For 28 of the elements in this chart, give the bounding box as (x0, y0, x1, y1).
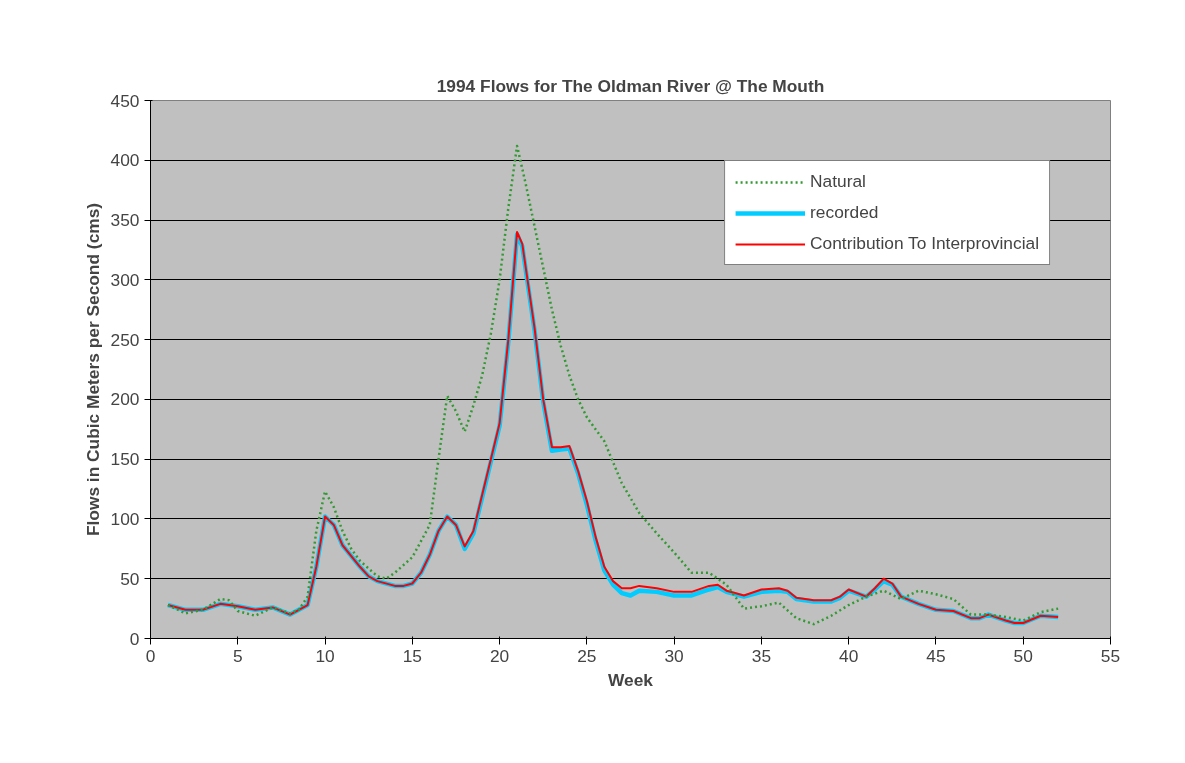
legend-label: Natural (810, 171, 866, 192)
x-axis-title: Week (608, 669, 654, 690)
y-tick-label: 150 (110, 449, 140, 470)
x-tick-label: 10 (315, 645, 335, 666)
x-tick-label: 15 (402, 645, 422, 666)
y-tick-label: 300 (110, 269, 140, 290)
y-tick-label: 100 (110, 508, 140, 529)
y-tick-label: 350 (110, 210, 140, 231)
x-tick-label: 5 (232, 645, 243, 666)
y-tick-label: 50 (120, 568, 140, 589)
x-tick-label: 45 (926, 645, 946, 666)
x-tick-label: 40 (839, 645, 859, 666)
x-tick-label: 0 (145, 645, 156, 666)
y-tick-label: 200 (110, 389, 140, 410)
legend-label: Contribution To Interprovincial (810, 233, 1039, 254)
y-tick-label: 400 (110, 150, 140, 171)
x-tick-label: 30 (664, 645, 684, 666)
x-tick-label: 20 (489, 645, 510, 666)
x-tick-label: 55 (1100, 645, 1121, 666)
x-tick-label: 35 (751, 645, 772, 666)
y-axis-title: Flows in Cubic Meters per Second (cms) (82, 202, 103, 537)
legend-label: recorded (810, 202, 879, 223)
x-tick-label: 50 (1013, 645, 1033, 666)
y-tick-label: 450 (110, 90, 140, 111)
x-tick-label: 25 (577, 645, 597, 666)
y-tick-label: 250 (110, 329, 140, 350)
chart-title: 1994 Flows for The Oldman River @ The Mouth (436, 75, 825, 96)
y-tick-label: 0 (129, 628, 140, 649)
